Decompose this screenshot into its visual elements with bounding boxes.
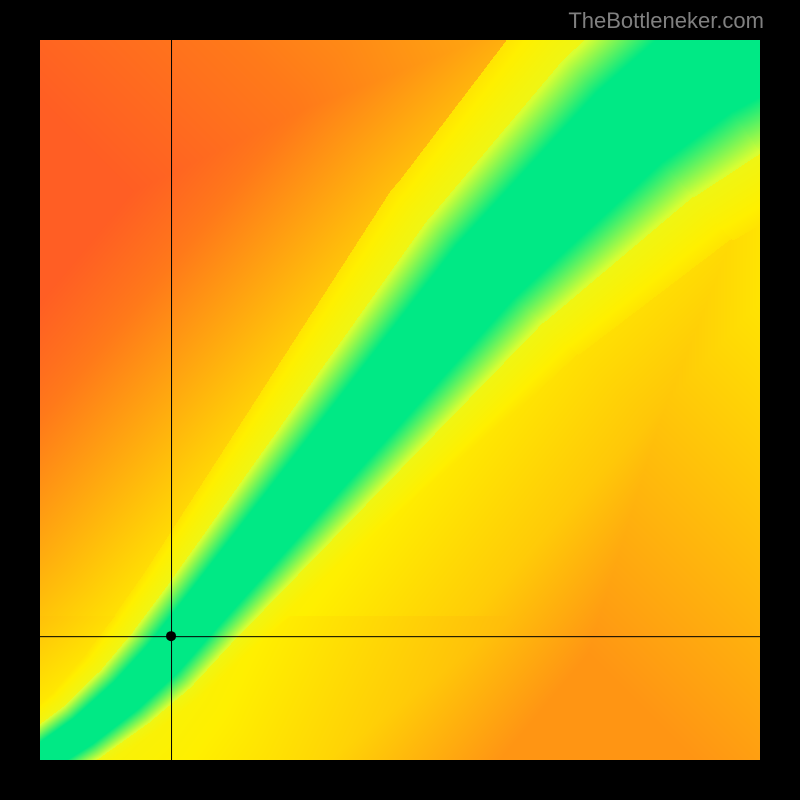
- watermark-text: TheBottleneker.com: [568, 8, 764, 34]
- heatmap-plot: [40, 40, 760, 760]
- heatmap-canvas: [40, 40, 760, 760]
